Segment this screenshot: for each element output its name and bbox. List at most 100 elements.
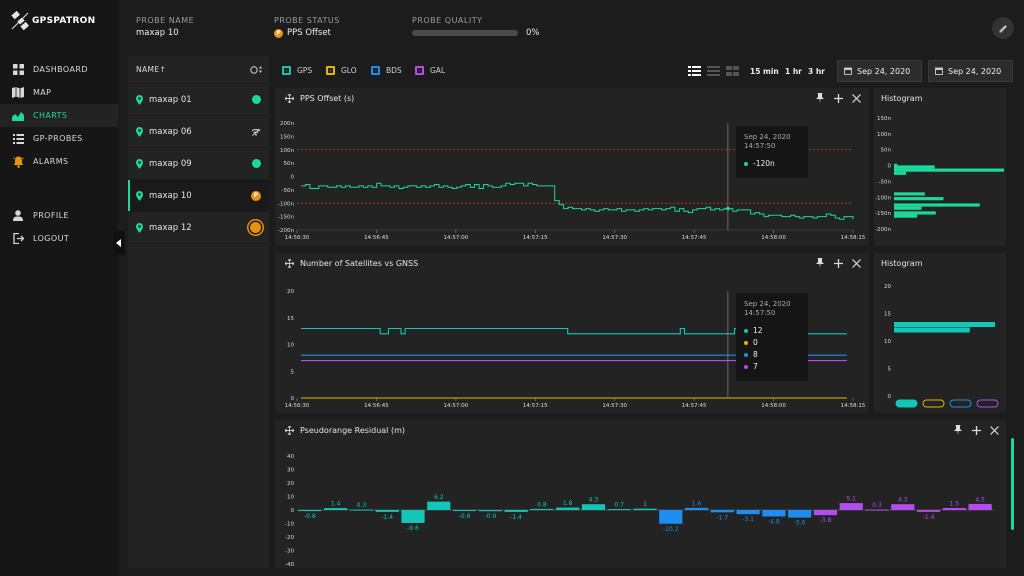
histogram-bar	[894, 206, 922, 210]
pps-offset-chart[interactable]: 200n150n100n50n0-50n-100n-150n-200n14:56…	[275, 88, 869, 246]
residual-value-label: -4.8	[768, 518, 780, 525]
gnss-toggle-gps[interactable]: GPS	[282, 66, 312, 75]
bell-icon	[12, 156, 24, 168]
scrollbar[interactable]	[1011, 438, 1014, 530]
residual-bar	[710, 510, 734, 513]
nav-item-dashboard[interactable]: DASHBOARD	[0, 58, 118, 81]
gnss-toggle-glo[interactable]: GLO	[326, 66, 357, 75]
add-icon[interactable]	[833, 93, 843, 103]
location-pin-icon	[136, 94, 143, 105]
range-3hr-button[interactable]: 3 hr	[808, 67, 825, 76]
pps-status-icon: P	[251, 190, 261, 201]
histogram-satellites-panel: Histogram 20 15 10 5 0	[874, 253, 1006, 413]
gnss-legend-pill[interactable]	[949, 399, 972, 408]
status-sort-icon[interactable]	[250, 65, 262, 74]
list-layout-icon[interactable]	[688, 66, 701, 76]
collapse-sidebar-button[interactable]	[113, 231, 125, 255]
histogram-pps-chart: 150n 100n 50n 0 -50n -100n -150n -200n	[875, 116, 1004, 233]
close-icon[interactable]	[851, 258, 861, 268]
rows-layout-icon[interactable]	[707, 66, 720, 76]
location-pin-icon	[136, 158, 143, 169]
drag-handle-icon[interactable]	[285, 426, 294, 435]
y-tick-label: -100n	[278, 201, 294, 207]
probe-row[interactable]: maxap 10 P	[128, 180, 269, 212]
drag-handle-icon[interactable]	[285, 94, 294, 103]
date-from-picker[interactable]: Sep 24, 2020	[837, 60, 922, 82]
histogram-bar	[894, 211, 936, 215]
residual-value-label: 4.3	[898, 497, 908, 504]
probe-status-label: PROBE STATUS	[274, 16, 340, 25]
probe-name-value: maxap 10	[136, 28, 179, 38]
gnss-label: GLO	[341, 66, 357, 75]
range-1hr-button[interactable]: 1 hr	[785, 67, 802, 76]
logo[interactable]: GPSPATRON	[10, 10, 95, 32]
layout-switcher	[688, 66, 739, 76]
tooltip-value-bds: 8	[753, 350, 758, 359]
residual-bar	[736, 510, 760, 515]
pseudorange-residual-chart[interactable]: 40 30 20 10 0 -10 -20 -30 -40 -0.8 1.4 0.3 -1.4 -9.6 6…	[275, 420, 1006, 568]
residual-bar	[916, 510, 941, 512]
range-15min-button[interactable]: 15 min	[750, 67, 779, 76]
drag-handle-icon[interactable]	[285, 259, 294, 268]
nav-item-alarms[interactable]: ALARMS	[0, 150, 118, 173]
add-icon[interactable]	[833, 258, 843, 268]
histogram-bar	[894, 203, 980, 207]
legend-dot-icon	[744, 328, 748, 333]
residual-value-label: -0.8	[304, 513, 316, 520]
nav-item-profile[interactable]: PROFILE	[0, 204, 118, 227]
residual-value-label: -1.7	[716, 514, 728, 521]
nav-item-gp-probes[interactable]: GP-PROBES	[0, 127, 118, 150]
sort-by-name-button[interactable]: NAME↑	[136, 65, 167, 74]
logo-icon	[11, 10, 29, 31]
date-to-picker[interactable]: Sep 24, 2020	[928, 60, 1013, 82]
grid-layout-icon[interactable]	[726, 66, 739, 76]
gnss-toggle-gal[interactable]: GAL	[415, 66, 445, 75]
residual-bar	[298, 510, 322, 512]
nav-item-charts[interactable]: CHARTS	[0, 104, 118, 127]
gnss-legend-pill[interactable]	[895, 399, 918, 408]
pin-icon[interactable]	[953, 425, 963, 435]
residual-bar	[788, 510, 812, 518]
edit-button[interactable]	[992, 17, 1014, 39]
y-tick-label: -30	[285, 549, 294, 555]
probe-name-label: PROBE NAME	[136, 16, 195, 25]
probe-row[interactable]: maxap 12	[128, 212, 269, 244]
gnss-legend-pill[interactable]	[922, 399, 945, 408]
residual-bar	[659, 510, 683, 524]
histogram-bar	[894, 214, 918, 218]
tooltip-value-glo: 0	[753, 338, 758, 347]
histogram-bar	[894, 168, 1004, 172]
pin-icon[interactable]	[815, 93, 825, 103]
y-tick-label: 150n	[877, 116, 891, 122]
legend-dot-icon	[744, 352, 748, 357]
logo-text: GPSPATRON	[32, 16, 96, 26]
add-icon[interactable]	[971, 425, 981, 435]
residual-value-label: 0.3	[357, 502, 367, 509]
tooltip-time: 14:57:50	[744, 309, 776, 317]
y-tick-label: 200n	[280, 121, 294, 127]
residual-value-label: 6.2	[434, 494, 444, 501]
probe-row[interactable]: maxap 01	[128, 84, 269, 116]
probe-quality-bar	[412, 30, 518, 36]
probe-row[interactable]: maxap 09	[128, 148, 269, 180]
nav-label-alarms: ALARMS	[33, 157, 69, 166]
tooltip-time: 14:57:50	[744, 142, 776, 150]
x-tick-label: 14:57:45	[682, 403, 707, 409]
gnss-toggle-bds[interactable]: BDS	[371, 66, 402, 75]
pin-icon[interactable]	[815, 258, 825, 268]
status-ok-icon	[252, 95, 261, 104]
close-icon[interactable]	[851, 93, 861, 103]
y-tick-label: 100n	[877, 132, 891, 138]
close-icon[interactable]	[989, 425, 999, 435]
y-tick-label: 50n	[284, 161, 295, 167]
nav-item-logout[interactable]: LOGOUT	[0, 227, 118, 250]
x-tick-label: 14:57:15	[523, 403, 548, 409]
gnss-legend-pill[interactable]	[976, 399, 999, 408]
pseudorange-residual-panel: Pseudorange Residual (m) 40 30 20 10 0 -10 -20…	[275, 420, 1006, 568]
nav-item-map[interactable]: MAP	[0, 81, 118, 104]
probe-name: maxap 09	[149, 158, 192, 169]
x-tick-label: 14:56:45	[364, 235, 389, 241]
x-tick-label: 14:57:00	[444, 235, 469, 241]
histogram-bar	[894, 192, 925, 196]
probe-row[interactable]: maxap 06	[128, 116, 269, 148]
